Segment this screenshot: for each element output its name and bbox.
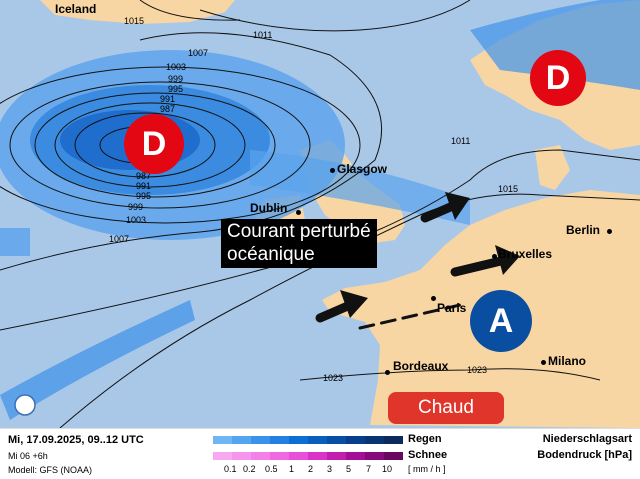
rain-scale bbox=[213, 436, 403, 444]
city-berlin: Berlin bbox=[566, 223, 601, 237]
city-dot bbox=[385, 370, 390, 375]
city-dot bbox=[607, 229, 612, 234]
model-name: Modell: GFS (NOAA) bbox=[8, 465, 93, 475]
isobar-label: 1023 bbox=[467, 365, 488, 375]
isobar-label: 1015 bbox=[124, 16, 145, 26]
scale-swatch bbox=[327, 436, 346, 444]
scale-swatch bbox=[289, 436, 308, 444]
scale-tick: 2 bbox=[308, 464, 314, 474]
scale-swatch bbox=[213, 452, 232, 460]
scale-swatch bbox=[384, 452, 403, 460]
unit-label: [ mm / h ] bbox=[408, 464, 446, 474]
city-dot bbox=[330, 168, 335, 173]
scale-tick: 1 bbox=[289, 464, 295, 474]
isobar-label: 999 bbox=[168, 74, 184, 84]
isobar-label: 987 bbox=[160, 104, 176, 114]
isobar-label: 1003 bbox=[126, 215, 147, 225]
scale-swatch bbox=[384, 436, 403, 444]
isobar-label: 995 bbox=[168, 84, 184, 94]
scale-swatch bbox=[346, 436, 365, 444]
forecast-datetime: Mi, 17.09.2025, 09..12 UTC bbox=[8, 434, 144, 446]
legend-footer: Mi, 17.09.2025, 09..12 UTC Mi 06 +6h Mod… bbox=[0, 428, 640, 479]
scale-tick: 0.1 bbox=[224, 464, 237, 474]
scale-swatch bbox=[308, 436, 327, 444]
low-pressure-marker: D bbox=[530, 50, 586, 106]
denmark-land bbox=[535, 145, 570, 190]
globe-icon[interactable] bbox=[14, 394, 36, 416]
snow-label: Schnee bbox=[408, 449, 448, 461]
warm-label: Chaud bbox=[388, 392, 504, 424]
city-dublin: Dublin bbox=[250, 201, 288, 215]
isobar-label: 1011 bbox=[451, 136, 471, 146]
isobar-label: 987 bbox=[136, 171, 152, 181]
scale-tick: 7 bbox=[366, 464, 372, 474]
isobar-label: 999 bbox=[128, 202, 144, 212]
scale-tick: 5 bbox=[346, 464, 352, 474]
isobar-label: 991 bbox=[136, 181, 152, 191]
weather-map: Iceland Glasgow Dublin Berlin Bruxelles … bbox=[0, 0, 640, 429]
banner-line-2: océanique bbox=[227, 244, 315, 265]
isobar-label: 1007 bbox=[109, 234, 130, 244]
rain-label: Regen bbox=[408, 433, 442, 445]
iceland-land bbox=[40, 0, 235, 24]
banner-label: Courant perturbé océanique bbox=[221, 219, 377, 268]
model-run: Mi 06 +6h bbox=[8, 451, 48, 461]
legend-title-pressure: Bodendruck [hPa] bbox=[537, 449, 632, 461]
scale-swatch bbox=[251, 436, 270, 444]
city-dot bbox=[431, 296, 436, 301]
legend-title-type: Niederschlagsart bbox=[542, 433, 632, 445]
scale-swatch bbox=[232, 436, 251, 444]
scale-swatch bbox=[270, 452, 289, 460]
scale-swatch bbox=[308, 452, 327, 460]
city-dot bbox=[541, 360, 546, 365]
scale-tick: 10 bbox=[382, 464, 393, 474]
low-pressure-marker: D bbox=[124, 114, 184, 174]
scale-swatch bbox=[327, 452, 346, 460]
high-pressure-marker: A bbox=[470, 290, 532, 352]
scale-swatch bbox=[232, 452, 251, 460]
city-iceland: Iceland bbox=[55, 2, 97, 16]
banner-line-1: Courant perturbé bbox=[227, 221, 371, 242]
isobar-label: 995 bbox=[136, 191, 152, 201]
isobar-label: 991 bbox=[160, 94, 176, 104]
isobar-label: 1003 bbox=[166, 62, 187, 72]
city-milano: Milano bbox=[548, 354, 586, 368]
isobar-label: 1007 bbox=[188, 48, 209, 58]
scale-tick: 0.2 bbox=[243, 464, 256, 474]
city-paris: Paris bbox=[437, 301, 467, 315]
city-glasgow: Glasgow bbox=[337, 162, 388, 176]
scale-swatch bbox=[251, 452, 270, 460]
scale-swatch bbox=[289, 452, 308, 460]
scale-swatch bbox=[213, 436, 232, 444]
city-bruxelles: Bruxelles bbox=[498, 247, 553, 261]
city-dot bbox=[296, 210, 301, 215]
flow-arrows bbox=[315, 192, 520, 330]
city-dot bbox=[492, 254, 497, 259]
scale-swatch bbox=[365, 452, 384, 460]
isobar-label: 1015 bbox=[498, 184, 519, 194]
scale-swatch bbox=[346, 452, 365, 460]
isobar-label: 1011 bbox=[253, 30, 273, 40]
scale-swatch bbox=[365, 436, 384, 444]
isobar-label: 1023 bbox=[323, 373, 344, 383]
scale-tick: 3 bbox=[327, 464, 333, 474]
snow-scale bbox=[213, 452, 403, 460]
scale-tick: 0.5 bbox=[265, 464, 278, 474]
scale-swatch bbox=[270, 436, 289, 444]
city-bordeaux: Bordeaux bbox=[393, 359, 449, 373]
